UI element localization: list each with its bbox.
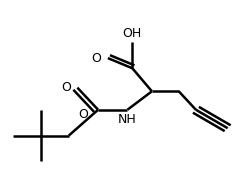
Text: NH: NH bbox=[118, 113, 137, 126]
Text: O: O bbox=[91, 52, 101, 65]
Text: O: O bbox=[78, 108, 88, 121]
Text: O: O bbox=[62, 81, 71, 94]
Text: OH: OH bbox=[123, 27, 142, 40]
